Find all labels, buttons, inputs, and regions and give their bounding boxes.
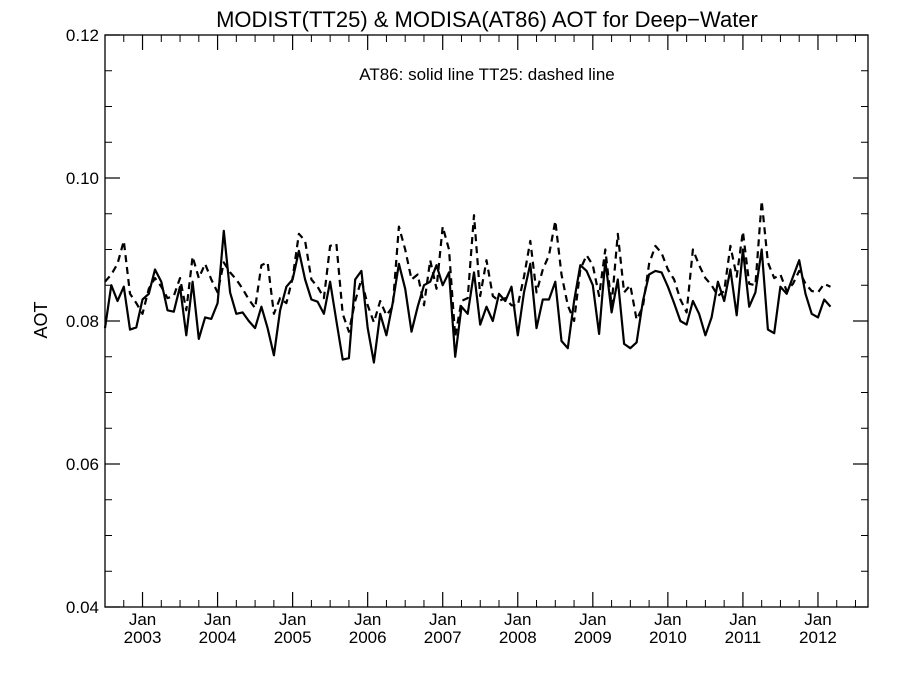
x-tick-year-label: 2004: [199, 628, 237, 647]
x-tick-year-label: 2012: [799, 628, 837, 647]
x-tick-month-label: Jan: [504, 610, 531, 629]
series-line-tt25: [104, 199, 831, 338]
x-tick-month-label: Jan: [204, 610, 231, 629]
chart-title: MODIST(TT25) & MODISA(AT86) AOT for Deep…: [216, 7, 758, 32]
y-tick-label: 0.04: [66, 598, 99, 617]
x-tick-year-label: 2005: [274, 628, 312, 647]
x-tick-year-label: 2010: [649, 628, 687, 647]
x-tick-year-label: 2003: [124, 628, 162, 647]
x-tick-year-label: 2007: [424, 628, 462, 647]
x-tick-month-label: Jan: [129, 610, 156, 629]
x-tick-year-label: 2009: [574, 628, 612, 647]
x-tick-year-label: 2008: [499, 628, 537, 647]
y-tick-label: 0.06: [66, 455, 99, 474]
x-tick-month-label: Jan: [804, 610, 831, 629]
x-tick-month-label: Jan: [729, 610, 756, 629]
plot-frame: [104, 34, 869, 608]
y-tick-label: 0.10: [66, 169, 99, 188]
y-tick-label: 0.08: [66, 312, 99, 331]
x-axis-ticks: Jan2003Jan2004Jan2005Jan2006Jan2007Jan20…: [104, 35, 856, 647]
x-tick-year-label: 2006: [349, 628, 387, 647]
x-tick-month-label: Jan: [654, 610, 681, 629]
x-tick-month-label: Jan: [429, 610, 456, 629]
x-tick-month-label: Jan: [279, 610, 306, 629]
x-tick-month-label: Jan: [354, 610, 381, 629]
series-lines: [103, 199, 832, 364]
x-tick-year-label: 2011: [725, 628, 762, 647]
line-style-annotation: AT86: solid line TT25: dashed line: [359, 65, 614, 84]
series-line-at86: [103, 229, 832, 364]
y-tick-label: 0.12: [66, 26, 99, 45]
x-tick-month-label: Jan: [579, 610, 606, 629]
y-axis-label: AOT: [31, 301, 51, 338]
